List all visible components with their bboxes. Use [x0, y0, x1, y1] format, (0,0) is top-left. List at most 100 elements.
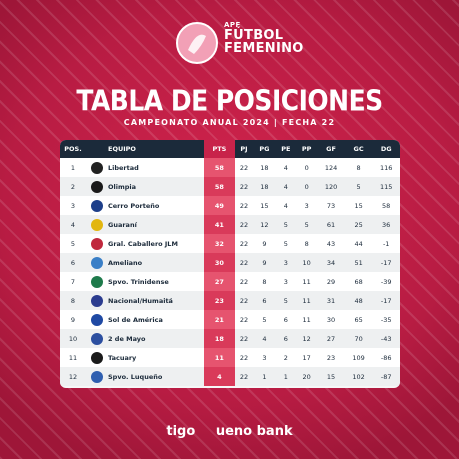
- gf-cell: 29: [326, 277, 336, 286]
- gf-cell: 30: [326, 315, 336, 324]
- team-crest-icon: [91, 218, 103, 231]
- logo-line2: FEMENINO: [224, 41, 304, 56]
- gc-cell: 15: [354, 201, 363, 210]
- gf-cell: 27: [326, 334, 336, 343]
- pp-cell: 11: [302, 277, 311, 286]
- col-header-team: EQUIPO: [108, 140, 204, 158]
- pe-cell: 1: [283, 372, 288, 381]
- col-header-pts: PTS: [204, 140, 235, 158]
- team-crest-icon: [91, 180, 103, 193]
- col-header-gc: GC: [344, 140, 373, 158]
- pg-cell: 5: [262, 315, 267, 324]
- team-crest-icon: [91, 294, 103, 307]
- pe-cell: 6: [283, 315, 288, 324]
- pj-cell: 22: [239, 353, 249, 362]
- pg-cell: 12: [260, 220, 269, 229]
- table-row: 10 2 de Mayo 18 22 4 6 12 27 70 -43: [60, 329, 400, 348]
- standings-table: POS. EQUIPO PTS PJ PG PE PP GF GC DG 1 Li…: [60, 140, 400, 386]
- pe-cell: 4: [283, 201, 288, 210]
- table-row: 9 Sol de América 21 22 5 6 11 30 65 -35: [60, 310, 400, 329]
- team-crest-icon: [91, 370, 103, 383]
- pg-cell: 1: [262, 372, 267, 381]
- team-name-cell: 2 de Mayo: [108, 334, 146, 343]
- dg-cell: -17: [380, 296, 392, 305]
- gc-cell: 109: [352, 353, 365, 362]
- pts-cell: 30: [204, 253, 235, 272]
- team-crest-icon: [91, 199, 103, 212]
- team-name-cell: Sol de América: [108, 315, 163, 324]
- table-row: 8 Nacional/Humaitá 23 22 6 5 11 31 48 -17: [60, 291, 400, 310]
- pe-cell: 4: [283, 163, 288, 172]
- standings-table-card: POS. EQUIPO PTS PJ PG PE PP GF GC DG 1 Li…: [60, 140, 400, 388]
- crest-cell: [86, 196, 108, 215]
- crest-cell: [86, 291, 108, 310]
- team-name-cell: Spvo. Trinidense: [108, 277, 169, 286]
- gf-cell: 73: [326, 201, 336, 210]
- standings-body: 1 Libertad 58 22 18 4 0 124 8 116 2 Olimpia 58 22 18 4 0…: [60, 158, 400, 386]
- pos-cell: 11: [68, 353, 78, 362]
- team-name-cell: Guaraní: [108, 220, 137, 229]
- team-name-cell: Nacional/Humaitá: [108, 296, 173, 305]
- gc-cell: 51: [354, 258, 363, 267]
- pts-cell: 41: [204, 215, 235, 234]
- pp-cell: 11: [302, 296, 311, 305]
- team-crest-icon: [91, 332, 103, 345]
- gf-cell: 43: [326, 239, 336, 248]
- gf-cell: 34: [326, 258, 336, 267]
- pp-cell: 8: [304, 239, 309, 248]
- gc-cell: 68: [354, 277, 363, 286]
- col-header-gf: GF: [317, 140, 345, 158]
- col-header-pp: PP: [296, 140, 318, 158]
- gf-cell: 120: [324, 182, 338, 191]
- crest-cell: [86, 234, 108, 253]
- team-name-cell: Cerro Porteño: [108, 201, 160, 210]
- pe-cell: 3: [283, 258, 288, 267]
- pg-cell: 3: [262, 353, 267, 362]
- pj-cell: 22: [239, 163, 249, 172]
- crest-cell: [86, 310, 108, 329]
- pos-cell: 7: [70, 277, 76, 286]
- pos-cell: 9: [70, 315, 76, 324]
- pts-cell: 11: [204, 348, 235, 367]
- pos-cell: 6: [70, 258, 76, 267]
- table-row: 3 Cerro Porteño 49 22 15 4 3 73 15 58: [60, 196, 400, 215]
- crest-cell: [86, 272, 108, 291]
- pj-cell: 22: [239, 296, 249, 305]
- table-row: 1 Libertad 58 22 18 4 0 124 8 116: [60, 158, 400, 177]
- crest-cell: [86, 158, 108, 177]
- team-crest-icon: [91, 256, 103, 269]
- gc-cell: 48: [354, 296, 363, 305]
- dg-cell: -87: [380, 372, 392, 381]
- pe-cell: 3: [283, 277, 288, 286]
- pp-cell: 17: [302, 353, 311, 362]
- team-name-cell: Spvo. Luqueño: [108, 372, 163, 381]
- crest-cell: [86, 253, 108, 272]
- gf-cell: 124: [324, 163, 338, 172]
- pos-cell: 3: [70, 201, 76, 210]
- dg-cell: 58: [382, 201, 391, 210]
- dg-cell: -1: [382, 239, 390, 248]
- pts-cell: 58: [204, 158, 235, 177]
- table-row: 5 Gral. Caballero JLM 32 22 9 5 8 43 44 -1: [60, 234, 400, 253]
- pg-cell: 9: [262, 239, 267, 248]
- pp-cell: 5: [304, 220, 309, 229]
- pe-cell: 2: [283, 353, 288, 362]
- team-crest-icon: [91, 237, 103, 250]
- pts-cell: 49: [204, 196, 235, 215]
- dg-cell: -35: [380, 315, 392, 324]
- pe-cell: 6: [283, 334, 288, 343]
- team-crest-icon: [91, 275, 103, 288]
- pts-cell: 58: [204, 177, 235, 196]
- gc-cell: 102: [352, 372, 365, 381]
- dg-cell: -17: [380, 258, 392, 267]
- sponsors: tigo ueno bank: [0, 424, 459, 439]
- pos-cell: 2: [70, 182, 76, 191]
- sponsor-ueno-bank: ueno bank: [215, 424, 293, 439]
- crest-cell: [86, 348, 108, 367]
- dg-cell: -43: [380, 334, 392, 343]
- pj-cell: 22: [239, 277, 249, 286]
- pp-cell: 11: [302, 315, 311, 324]
- pg-cell: 9: [262, 258, 267, 267]
- col-header-pos: POS.: [60, 140, 86, 158]
- pe-cell: 5: [283, 239, 288, 248]
